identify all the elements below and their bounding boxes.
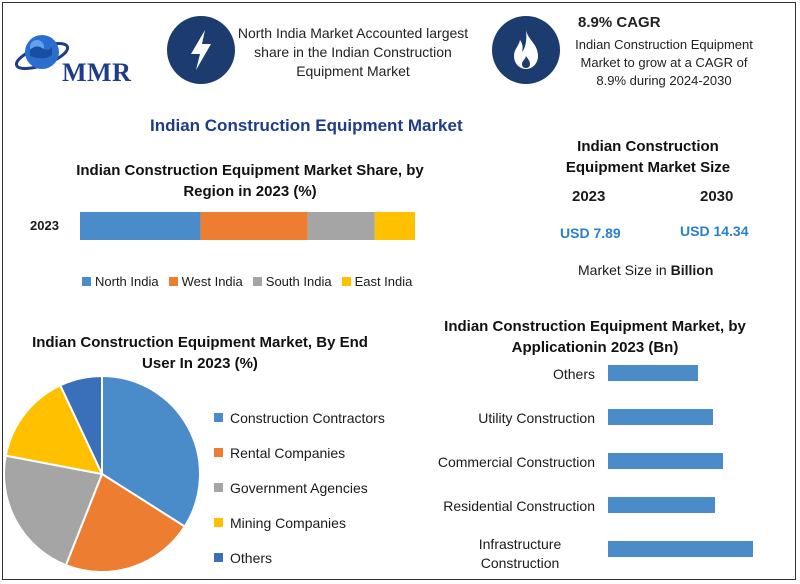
- pie-legend-item-rental-companies: Rental Companies: [214, 435, 385, 470]
- application-label-residential-construction: Residential Construction: [443, 498, 595, 514]
- application-chart-title: Indian Construction Equipment Market, by…: [444, 318, 746, 356]
- region-badge: [167, 16, 235, 84]
- lightning-icon: [191, 30, 211, 70]
- region-segment-west-india: [200, 212, 308, 240]
- cagr-title: 8.9% CAGR: [578, 14, 661, 31]
- legend-swatch: [214, 483, 223, 492]
- market-size-year-2030: 2030: [700, 188, 734, 205]
- pie-slice-rental-companies: [64, 472, 187, 573]
- legend-label: West India: [181, 274, 243, 289]
- region-share-text: North India Market Accounted largest sha…: [237, 25, 469, 79]
- application-bar-commercial-construction: [608, 453, 723, 469]
- pie-slice-government-agencies: [3, 454, 104, 567]
- legend-swatch: [214, 553, 223, 562]
- application-bar-infrastructure-construction: [608, 541, 753, 557]
- market-size-year-2023: 2023: [572, 188, 606, 205]
- logo-text: MMR: [62, 58, 132, 87]
- pie-slice-others: [58, 374, 103, 475]
- end-user-pie-chart: [3, 374, 201, 573]
- footnote-unit: Billion: [670, 262, 714, 278]
- legend-item-east-india: East India: [341, 274, 413, 289]
- legend-swatch: [341, 277, 351, 286]
- region-bar-year-label: 2023: [30, 218, 59, 233]
- pie-slice-mining-companies: [4, 383, 104, 476]
- legend-swatch: [252, 277, 262, 286]
- application-bar-chart: [608, 365, 753, 557]
- legend-swatch: [214, 518, 223, 527]
- region-segment-east-india: [374, 212, 415, 240]
- pie-legend-item-mining-companies: Mining Companies: [214, 505, 385, 540]
- market-size-value-2023: USD 7.89: [560, 225, 621, 241]
- cagr-badge: [492, 16, 560, 84]
- market-size-value-2030: USD 14.34: [680, 223, 749, 239]
- market-size-title: Indian Construction Equipment Market Siz…: [565, 138, 731, 176]
- application-label-infrastructure-construction: Infrastructure Construction: [478, 536, 562, 571]
- legend-label: Government Agencies: [230, 479, 368, 496]
- application-label-others: Others: [552, 366, 595, 382]
- application-bar-others: [608, 365, 698, 381]
- region-stacked-bar: [80, 212, 415, 240]
- legend-label: North India: [95, 274, 159, 289]
- market-size-footnote: Market Size in Billion: [578, 262, 713, 278]
- legend-label: Construction Contractors: [230, 409, 385, 426]
- legend-label: Others: [230, 549, 273, 566]
- region-chart-title: Indian Construction Equipment Market Sha…: [76, 162, 424, 200]
- legend-label: Mining Companies: [230, 514, 346, 531]
- end-user-legend: Construction Contractors Rental Companies…: [214, 400, 385, 575]
- legend-item-south-india: South India: [252, 274, 332, 289]
- application-label-utility-construction: Utility Construction: [478, 410, 595, 426]
- cagr-description: Indian Construction Equipment Market to …: [575, 37, 753, 88]
- legend-label: South India: [265, 274, 332, 289]
- pie-legend-item-government-agencies: Government Agencies: [214, 470, 385, 505]
- legend-swatch: [214, 448, 223, 457]
- region-legend: North India West India South India East Ind…: [82, 274, 412, 289]
- legend-item-north-india: North India: [82, 274, 159, 289]
- application-bar-utility-construction: [608, 409, 713, 425]
- flame-icon: [514, 30, 538, 69]
- pie-legend-item-construction-contractors: Construction Contractors: [214, 400, 385, 435]
- legend-label: East India: [354, 274, 413, 289]
- end-user-chart-title: Indian Construction Equipment Market, By…: [32, 334, 368, 372]
- region-segment-south-india: [307, 212, 375, 240]
- pie-legend-item-others: Others: [214, 540, 385, 575]
- legend-swatch: [82, 277, 91, 286]
- region-segment-north-india: [80, 212, 201, 240]
- main-title: Indian Construction Equipment Market: [150, 116, 463, 135]
- legend-label: Rental Companies: [230, 444, 346, 461]
- globe-logo-icon: [14, 35, 70, 71]
- application-label-commercial-construction: Commercial Construction: [437, 454, 595, 470]
- legend-item-west-india: West India: [168, 274, 243, 289]
- legend-swatch: [214, 413, 223, 422]
- application-bar-residential-construction: [608, 497, 715, 513]
- legend-swatch: [168, 277, 178, 286]
- footnote-prefix: Market Size in: [578, 262, 671, 278]
